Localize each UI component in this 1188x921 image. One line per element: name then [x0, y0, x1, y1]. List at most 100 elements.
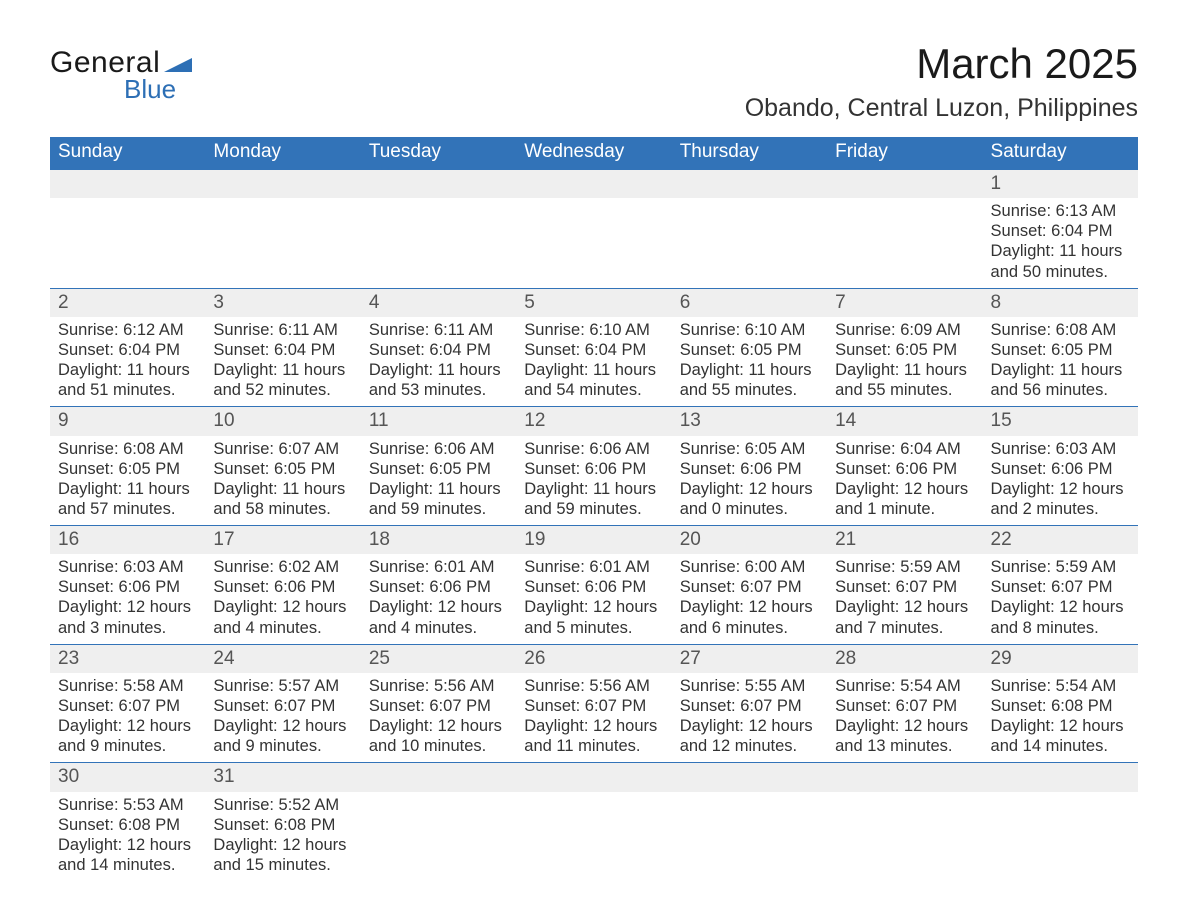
sunrise-text: Sunrise: 5:59 AM: [991, 557, 1132, 577]
day-number-cell: 11: [361, 407, 516, 436]
sunrise-text: Sunrise: 6:01 AM: [369, 557, 510, 577]
day-detail-cell: [205, 198, 360, 288]
week-detail-row: Sunrise: 5:53 AMSunset: 6:08 PMDaylight:…: [50, 792, 1138, 882]
day-number-cell: 25: [361, 644, 516, 673]
day-number-cell: [983, 763, 1138, 792]
sunrise-text: Sunrise: 5:52 AM: [213, 795, 354, 815]
day-number-cell: [827, 170, 982, 199]
day-detail-cell: [827, 792, 982, 882]
daylight2-text: and 54 minutes.: [524, 380, 665, 400]
day-header: Tuesday: [361, 137, 516, 170]
daylight2-text: and 8 minutes.: [991, 618, 1132, 638]
location-subtitle: Obando, Central Luzon, Philippines: [745, 94, 1138, 123]
week-daynum-row: 2345678: [50, 288, 1138, 317]
daylight1-text: Daylight: 11 hours: [58, 479, 199, 499]
daylight2-text: and 14 minutes.: [58, 855, 199, 875]
daylight1-text: Daylight: 11 hours: [680, 360, 821, 380]
day-number-cell: [361, 170, 516, 199]
sunrise-text: Sunrise: 5:56 AM: [369, 676, 510, 696]
day-number-cell: 30: [50, 763, 205, 792]
sunset-text: Sunset: 6:04 PM: [58, 340, 199, 360]
day-number-cell: [672, 763, 827, 792]
sunrise-text: Sunrise: 6:12 AM: [58, 320, 199, 340]
daylight1-text: Daylight: 11 hours: [991, 360, 1132, 380]
day-number-cell: [827, 763, 982, 792]
sunrise-text: Sunrise: 6:07 AM: [213, 439, 354, 459]
sunset-text: Sunset: 6:05 PM: [58, 459, 199, 479]
daylight2-text: and 5 minutes.: [524, 618, 665, 638]
daylight1-text: Daylight: 11 hours: [835, 360, 976, 380]
daylight2-text: and 58 minutes.: [213, 499, 354, 519]
sunrise-text: Sunrise: 5:57 AM: [213, 676, 354, 696]
day-header: Thursday: [672, 137, 827, 170]
day-number-cell: 19: [516, 526, 671, 555]
daylight2-text: and 13 minutes.: [835, 736, 976, 756]
daylight1-text: Daylight: 11 hours: [369, 479, 510, 499]
sunrise-text: Sunrise: 6:03 AM: [58, 557, 199, 577]
daylight2-text: and 55 minutes.: [680, 380, 821, 400]
daylight2-text: and 51 minutes.: [58, 380, 199, 400]
day-detail-cell: [516, 198, 671, 288]
sunset-text: Sunset: 6:05 PM: [835, 340, 976, 360]
sunrise-text: Sunrise: 6:05 AM: [680, 439, 821, 459]
daylight2-text: and 52 minutes.: [213, 380, 354, 400]
day-detail-cell: [516, 792, 671, 882]
daylight1-text: Daylight: 12 hours: [991, 479, 1132, 499]
day-detail-cell: Sunrise: 5:56 AMSunset: 6:07 PMDaylight:…: [361, 673, 516, 763]
day-header: Sunday: [50, 137, 205, 170]
day-detail-cell: Sunrise: 6:07 AMSunset: 6:05 PMDaylight:…: [205, 436, 360, 526]
day-number-cell: 15: [983, 407, 1138, 436]
daylight1-text: Daylight: 12 hours: [58, 716, 199, 736]
daylight2-text: and 7 minutes.: [835, 618, 976, 638]
day-number-cell: 9: [50, 407, 205, 436]
day-header: Friday: [827, 137, 982, 170]
daylight2-text: and 10 minutes.: [369, 736, 510, 756]
day-detail-cell: Sunrise: 6:08 AMSunset: 6:05 PMDaylight:…: [50, 436, 205, 526]
day-header-row: Sunday Monday Tuesday Wednesday Thursday…: [50, 137, 1138, 170]
sunrise-text: Sunrise: 6:06 AM: [369, 439, 510, 459]
sunrise-text: Sunrise: 5:54 AM: [991, 676, 1132, 696]
day-header: Saturday: [983, 137, 1138, 170]
day-detail-cell: Sunrise: 5:59 AMSunset: 6:07 PMDaylight:…: [983, 554, 1138, 644]
week-detail-row: Sunrise: 6:12 AMSunset: 6:04 PMDaylight:…: [50, 317, 1138, 407]
day-detail-cell: Sunrise: 6:12 AMSunset: 6:04 PMDaylight:…: [50, 317, 205, 407]
daylight1-text: Daylight: 12 hours: [524, 597, 665, 617]
day-number-cell: 2: [50, 288, 205, 317]
week-daynum-row: 9101112131415: [50, 407, 1138, 436]
day-number-cell: 7: [827, 288, 982, 317]
daylight2-text: and 1 minute.: [835, 499, 976, 519]
daylight1-text: Daylight: 12 hours: [369, 716, 510, 736]
sunset-text: Sunset: 6:08 PM: [213, 815, 354, 835]
day-number-cell: 17: [205, 526, 360, 555]
day-detail-cell: Sunrise: 6:06 AMSunset: 6:06 PMDaylight:…: [516, 436, 671, 526]
sunset-text: Sunset: 6:08 PM: [58, 815, 199, 835]
sunrise-text: Sunrise: 6:08 AM: [991, 320, 1132, 340]
day-number-cell: [50, 170, 205, 199]
daylight2-text: and 50 minutes.: [991, 262, 1132, 282]
day-number-cell: 14: [827, 407, 982, 436]
daylight1-text: Daylight: 12 hours: [680, 716, 821, 736]
day-detail-cell: Sunrise: 6:06 AMSunset: 6:05 PMDaylight:…: [361, 436, 516, 526]
day-number-cell: 16: [50, 526, 205, 555]
day-number-cell: 1: [983, 170, 1138, 199]
day-detail-cell: Sunrise: 5:54 AMSunset: 6:08 PMDaylight:…: [983, 673, 1138, 763]
sunset-text: Sunset: 6:07 PM: [835, 696, 976, 716]
daylight2-text: and 9 minutes.: [58, 736, 199, 756]
week-detail-row: Sunrise: 6:03 AMSunset: 6:06 PMDaylight:…: [50, 554, 1138, 644]
sunset-text: Sunset: 6:05 PM: [680, 340, 821, 360]
day-number-cell: [672, 170, 827, 199]
daylight1-text: Daylight: 12 hours: [991, 716, 1132, 736]
sunrise-text: Sunrise: 6:08 AM: [58, 439, 199, 459]
day-header: Monday: [205, 137, 360, 170]
daylight1-text: Daylight: 12 hours: [213, 716, 354, 736]
day-detail-cell: [672, 792, 827, 882]
sunset-text: Sunset: 6:04 PM: [213, 340, 354, 360]
daylight2-text: and 57 minutes.: [58, 499, 199, 519]
sunrise-text: Sunrise: 5:54 AM: [835, 676, 976, 696]
daylight1-text: Daylight: 12 hours: [835, 479, 976, 499]
sunrise-text: Sunrise: 5:59 AM: [835, 557, 976, 577]
daylight2-text: and 3 minutes.: [58, 618, 199, 638]
sunset-text: Sunset: 6:07 PM: [991, 577, 1132, 597]
day-number-cell: 26: [516, 644, 671, 673]
daylight1-text: Daylight: 12 hours: [991, 597, 1132, 617]
